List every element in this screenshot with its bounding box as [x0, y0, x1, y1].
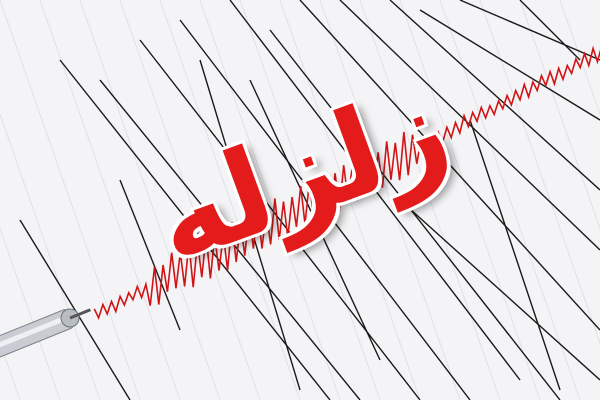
seismic-line [460, 0, 600, 60]
seismograph-stylus-icon [0, 300, 94, 368]
grid-line [520, 0, 600, 400]
seismic-line [470, 120, 560, 390]
grid-line [440, 0, 580, 400]
